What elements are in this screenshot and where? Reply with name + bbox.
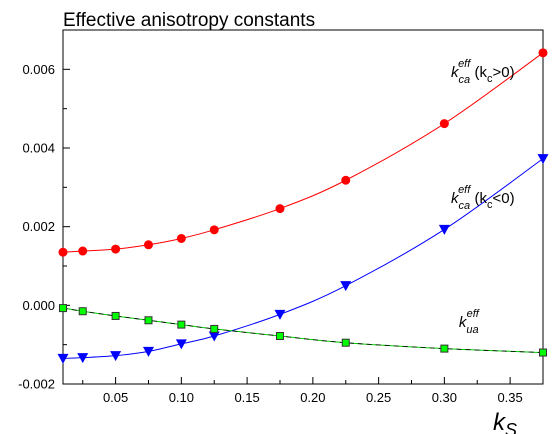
data-point: [341, 338, 350, 347]
chart-title: Effective anisotropy constants: [63, 10, 315, 31]
curve-label-sup: eff: [467, 308, 480, 320]
data-point: [57, 353, 69, 364]
curve-label-base: k: [451, 190, 460, 207]
data-point: [176, 233, 186, 243]
x-tick-label: 0.15: [234, 390, 259, 405]
data-point: [275, 204, 285, 214]
series-layer: [57, 48, 549, 364]
data-point: [440, 344, 449, 353]
data-point: [274, 309, 286, 320]
curve-label-sub: ua: [466, 324, 478, 336]
curve-label-base: k: [451, 64, 460, 81]
curve-label: kca eff (kc<0): [451, 184, 515, 212]
data-point: [142, 346, 154, 357]
data-point: [439, 119, 449, 129]
curve-label-sub: ca: [458, 74, 470, 86]
series-1: [57, 154, 549, 364]
x-tick-label: 0.30: [432, 390, 457, 405]
series-2: [59, 304, 547, 357]
curve-label-sub: ca: [458, 200, 470, 212]
curve-label-base: k: [459, 314, 468, 331]
series-0: [58, 48, 548, 257]
curve-label-note-sub: c: [487, 199, 493, 211]
data-point: [438, 224, 450, 235]
series-line: [62, 52, 544, 253]
curve-label-sup: eff: [458, 58, 471, 70]
data-point: [78, 307, 87, 316]
curve-label-sup: eff: [458, 184, 471, 196]
curve-label-note-end: <0): [492, 190, 514, 207]
y-axis: -0.002 0.000 0.002 0.004 0.006: [18, 62, 70, 392]
plot-frame: [62, 29, 544, 385]
data-point: [175, 339, 187, 350]
x-axis-label: kS: [493, 409, 517, 434]
data-point: [77, 353, 89, 364]
data-point: [210, 324, 219, 333]
data-point: [537, 154, 549, 165]
data-point: [78, 246, 88, 256]
y-tick-label: 0.002: [22, 219, 55, 234]
y-tick-label: 0.006: [22, 62, 55, 77]
data-point: [110, 351, 122, 362]
x-tick-label: 0.20: [300, 390, 325, 405]
curve-label-note-sub: c: [487, 73, 493, 85]
data-point: [209, 225, 219, 235]
y-tick-label: 0.004: [22, 141, 55, 156]
data-point: [177, 320, 186, 329]
x-axis-label-sub: S: [505, 420, 517, 434]
curve-label-note-end: >0): [492, 64, 514, 81]
data-point: [59, 304, 67, 313]
data-point: [275, 332, 284, 341]
x-axis: 0.05 0.10 0.15 0.20 0.25 0.30 0.35: [82, 377, 544, 405]
curve-label: kca eff (kc>0): [451, 58, 515, 86]
curve-label: kua eff: [459, 308, 480, 336]
data-point: [208, 331, 220, 342]
data-point: [538, 48, 548, 58]
x-tick-label: 0.35: [497, 390, 522, 405]
curve-label-note: (k: [470, 190, 487, 207]
x-tick-label: 0.10: [169, 390, 194, 405]
series-line-dashed: [62, 307, 544, 353]
x-axis-label-base: k: [493, 409, 507, 434]
y-tick-label: -0.002: [18, 377, 55, 392]
data-point: [143, 240, 153, 250]
data-point: [58, 247, 68, 257]
data-point: [539, 348, 547, 357]
data-point: [341, 175, 351, 185]
data-point: [111, 311, 120, 320]
data-point: [340, 281, 352, 292]
data-point: [144, 316, 153, 325]
data-point: [111, 244, 121, 254]
x-tick-label: 0.05: [103, 390, 128, 405]
annotation-layer: kcaeff (kc>0)kcaeff (kc<0)kuaeff: [451, 58, 515, 336]
x-tick-label: 0.25: [366, 390, 391, 405]
curve-label-note: (k: [470, 64, 487, 81]
y-tick-label: 0.000: [22, 298, 55, 313]
